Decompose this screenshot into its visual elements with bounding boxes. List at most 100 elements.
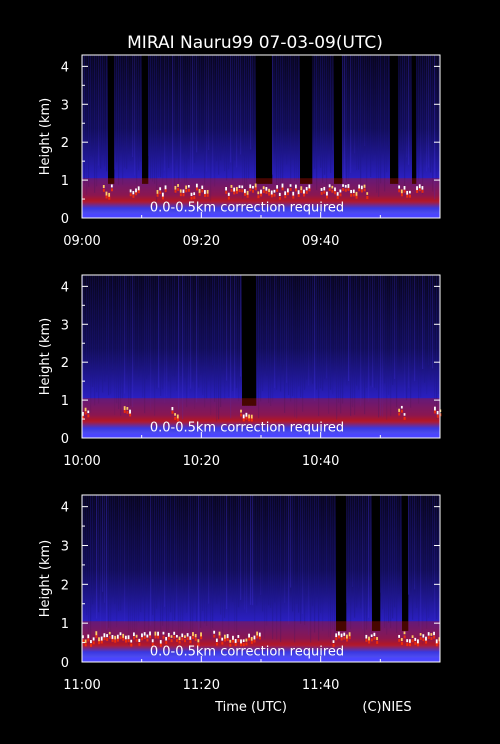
signal-column — [214, 55, 216, 187]
signal-column — [240, 495, 242, 600]
cloud-point — [84, 407, 87, 412]
attenuated-column — [306, 55, 309, 184]
cloud-edge — [181, 637, 184, 641]
cloud-edge — [143, 636, 146, 640]
cloud-edge — [204, 193, 207, 197]
signal-column — [186, 275, 188, 408]
cloud-edge — [174, 416, 177, 420]
signal-column — [166, 275, 168, 397]
heatmap-panel-2: 0 1 2 3 4 10:00 10:20 10:40 Height (km) 0.0-0.5km… — [38, 274, 442, 469]
cloud-edge — [241, 189, 244, 193]
signal-column — [332, 55, 334, 151]
signal-column — [420, 55, 422, 177]
attenuated-column — [412, 55, 415, 184]
cloud-point — [336, 192, 339, 196]
cloud-edge — [340, 637, 343, 641]
signal-column — [236, 55, 238, 168]
signal-column — [246, 495, 248, 613]
signal-column — [284, 55, 286, 154]
signal-column — [254, 495, 256, 630]
cloud-edge — [254, 187, 257, 191]
signal-column — [204, 275, 206, 408]
signal-column — [280, 275, 282, 392]
cloud-point — [82, 635, 84, 639]
signal-column — [278, 495, 280, 588]
y-tick-label: 0 — [61, 656, 69, 671]
cloud-edge — [106, 638, 109, 642]
signal-column — [124, 495, 126, 624]
cloud-point — [245, 638, 248, 642]
cloud-point — [135, 634, 138, 638]
signal-column — [314, 495, 316, 633]
cloud-edge — [414, 641, 417, 645]
cloud-edge — [256, 635, 259, 639]
cloud-edge — [225, 190, 228, 194]
cloud-point — [157, 631, 159, 637]
cloud-edge — [233, 191, 236, 195]
cloud-edge — [201, 189, 204, 193]
signal-column — [316, 495, 318, 597]
signal-column — [386, 55, 388, 173]
attenuated-column — [406, 495, 409, 631]
signal-column — [314, 275, 316, 402]
signal-column — [318, 55, 320, 156]
cloud-point — [127, 635, 130, 640]
cloud-point — [87, 634, 90, 639]
signal-column — [326, 275, 328, 379]
cloud-edge — [206, 193, 209, 197]
signal-column — [120, 495, 122, 611]
attenuated-column — [374, 495, 377, 631]
attenuated-column — [252, 275, 255, 406]
signal-column — [192, 275, 194, 382]
signal-column — [312, 495, 314, 607]
signal-column — [186, 55, 188, 184]
signal-column — [212, 495, 214, 629]
signal-column — [368, 275, 370, 402]
signal-column — [148, 495, 150, 633]
cloud-point — [419, 633, 422, 636]
signal-column — [184, 495, 186, 588]
signal-column — [220, 275, 222, 408]
signal-column — [396, 275, 398, 408]
signal-column — [312, 55, 314, 179]
signal-column — [300, 275, 302, 398]
cloud-edge — [433, 635, 436, 639]
cloud-point — [227, 192, 230, 196]
signal-column — [170, 275, 172, 399]
x-tick-label: 09:40 — [302, 234, 339, 249]
signal-column — [168, 55, 170, 168]
signal-column — [322, 55, 324, 184]
signal-column — [190, 55, 192, 176]
signal-column — [238, 495, 240, 608]
signal-column — [430, 495, 432, 597]
signal-column — [390, 495, 392, 629]
cloud-edge — [435, 643, 438, 647]
signal-column — [264, 275, 266, 367]
panels: 0 1 2 3 4 09:00 09:20 09:40 Height (km) 0.0-0.5km… — [38, 54, 442, 693]
signal-column — [154, 495, 156, 639]
cloud-point — [398, 185, 401, 189]
signal-column — [176, 275, 178, 391]
signal-column — [198, 275, 200, 388]
signal-column — [232, 495, 234, 602]
attenuated-column — [336, 55, 339, 184]
cloud-edge — [157, 635, 160, 639]
cloud-edge — [260, 193, 263, 197]
signal-column — [244, 55, 246, 190]
signal-column — [332, 275, 334, 395]
cloud-point — [98, 637, 100, 642]
signal-column — [426, 55, 428, 172]
cloud-point — [204, 190, 206, 195]
cloud-point — [165, 637, 168, 641]
signal-column — [118, 495, 120, 612]
cloud-point — [323, 186, 326, 191]
signal-column — [412, 275, 414, 368]
signal-column — [234, 495, 236, 632]
signal-column — [160, 495, 162, 632]
y-tick-label: 3 — [61, 98, 69, 113]
cloud-point — [331, 185, 334, 189]
cloud-edge — [343, 636, 346, 640]
cloud-point — [213, 630, 216, 634]
cloud-point — [430, 633, 433, 636]
signal-column — [110, 495, 112, 643]
